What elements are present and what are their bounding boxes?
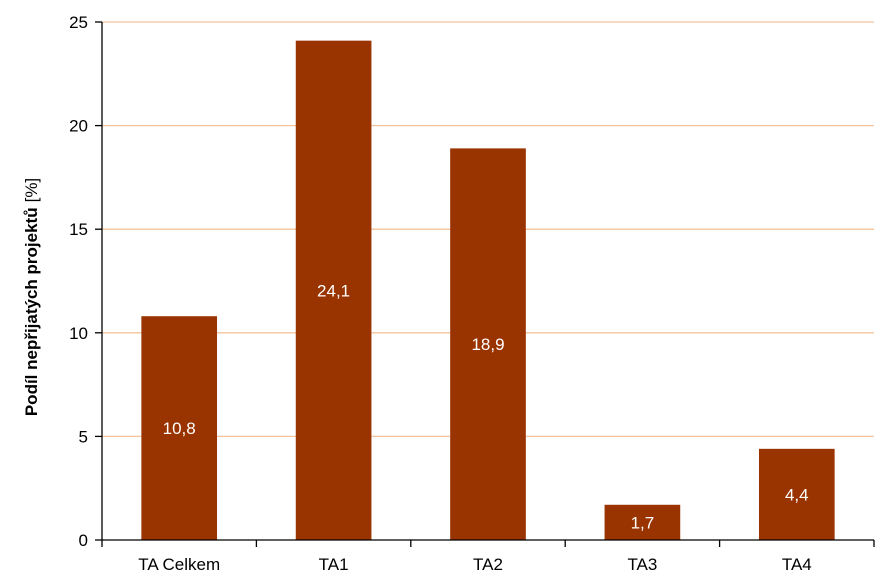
x-tick-label: TA2 (473, 555, 503, 574)
bar (141, 316, 218, 540)
y-axis-label: Podíl nepřijatých projektů [%] (22, 178, 41, 416)
bars (141, 40, 835, 540)
data-labels: 10,8 24,1 18,9 1,7 4,4 (163, 281, 809, 532)
data-label: 10,8 (163, 419, 196, 438)
y-tick-label: 0 (79, 531, 88, 550)
y-tick-label: 20 (69, 117, 88, 136)
bar (295, 40, 372, 540)
axes (101, 22, 874, 541)
x-tick-label: TA1 (319, 555, 349, 574)
bar (758, 448, 835, 540)
data-label: 4,4 (785, 485, 809, 504)
data-label: 1,7 (631, 513, 655, 532)
x-tick-label: TA4 (782, 555, 812, 574)
bar (450, 148, 526, 540)
data-label: 24,1 (317, 281, 350, 300)
y-axis-label-unit: [%] (22, 178, 41, 203)
data-label: 18,9 (471, 335, 504, 354)
y-tick-label: 15 (69, 220, 88, 239)
y-tick-label: 5 (79, 427, 88, 446)
x-tick-label: TA Celkem (138, 555, 220, 574)
y-tick-label: 10 (69, 324, 88, 343)
bar (604, 504, 681, 540)
y-tick-labels: 0 5 10 15 20 25 (69, 13, 102, 550)
y-tick-label: 25 (69, 13, 88, 32)
x-tick-labels: TA Celkem TA1 TA2 TA3 TA4 (101, 540, 875, 574)
y-axis-label-text: Podíl nepřijatých projektů (22, 207, 41, 416)
x-tick-label: TA3 (627, 555, 657, 574)
